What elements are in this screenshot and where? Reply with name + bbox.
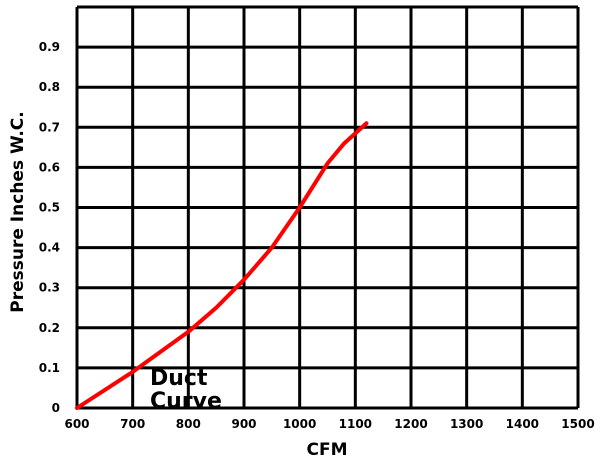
- y-tick-label: 0.2: [39, 321, 60, 335]
- y-axis-title: Pressure Inches W.C.: [8, 111, 28, 312]
- y-tick-label: 0: [52, 401, 60, 415]
- x-tick-label: 1100: [339, 417, 372, 431]
- y-tick-label: 0.8: [39, 80, 60, 94]
- chart-grid: [75, 5, 580, 410]
- x-tick-label: 1200: [394, 417, 427, 431]
- x-axis-ticks: 600 700 800 900 1000 1100 1200 1300 1400 1500: [64, 417, 594, 431]
- y-axis-ticks: 0 0.1 0.2 0.3 0.4 0.5 0.6 0.7 0.8 0.9: [39, 40, 60, 415]
- x-tick-label: 700: [120, 417, 145, 431]
- x-tick-label: 600: [64, 417, 89, 431]
- annotation-line-1: Duct: [150, 366, 208, 391]
- x-tick-label: 800: [176, 417, 201, 431]
- y-tick-label: 0.9: [39, 40, 60, 54]
- duct-curve-line: [75, 121, 369, 410]
- y-tick-label: 0.7: [39, 120, 60, 134]
- x-tick-label: 900: [231, 417, 256, 431]
- x-tick-label: 1300: [450, 417, 483, 431]
- x-tick-label: 1500: [561, 417, 594, 431]
- y-tick-label: 0.5: [39, 201, 60, 215]
- annotation-line-2: Curve: [150, 389, 222, 414]
- y-tick-label: 0.4: [39, 241, 60, 255]
- x-tick-label: 1400: [506, 417, 539, 431]
- series-layer: [75, 121, 369, 410]
- y-tick-label: 0.1: [39, 361, 60, 375]
- x-axis-title: CFM: [306, 440, 347, 460]
- y-tick-label: 0.6: [39, 160, 60, 174]
- y-tick-label: 0.3: [39, 281, 60, 295]
- x-tick-label: 1000: [283, 417, 316, 431]
